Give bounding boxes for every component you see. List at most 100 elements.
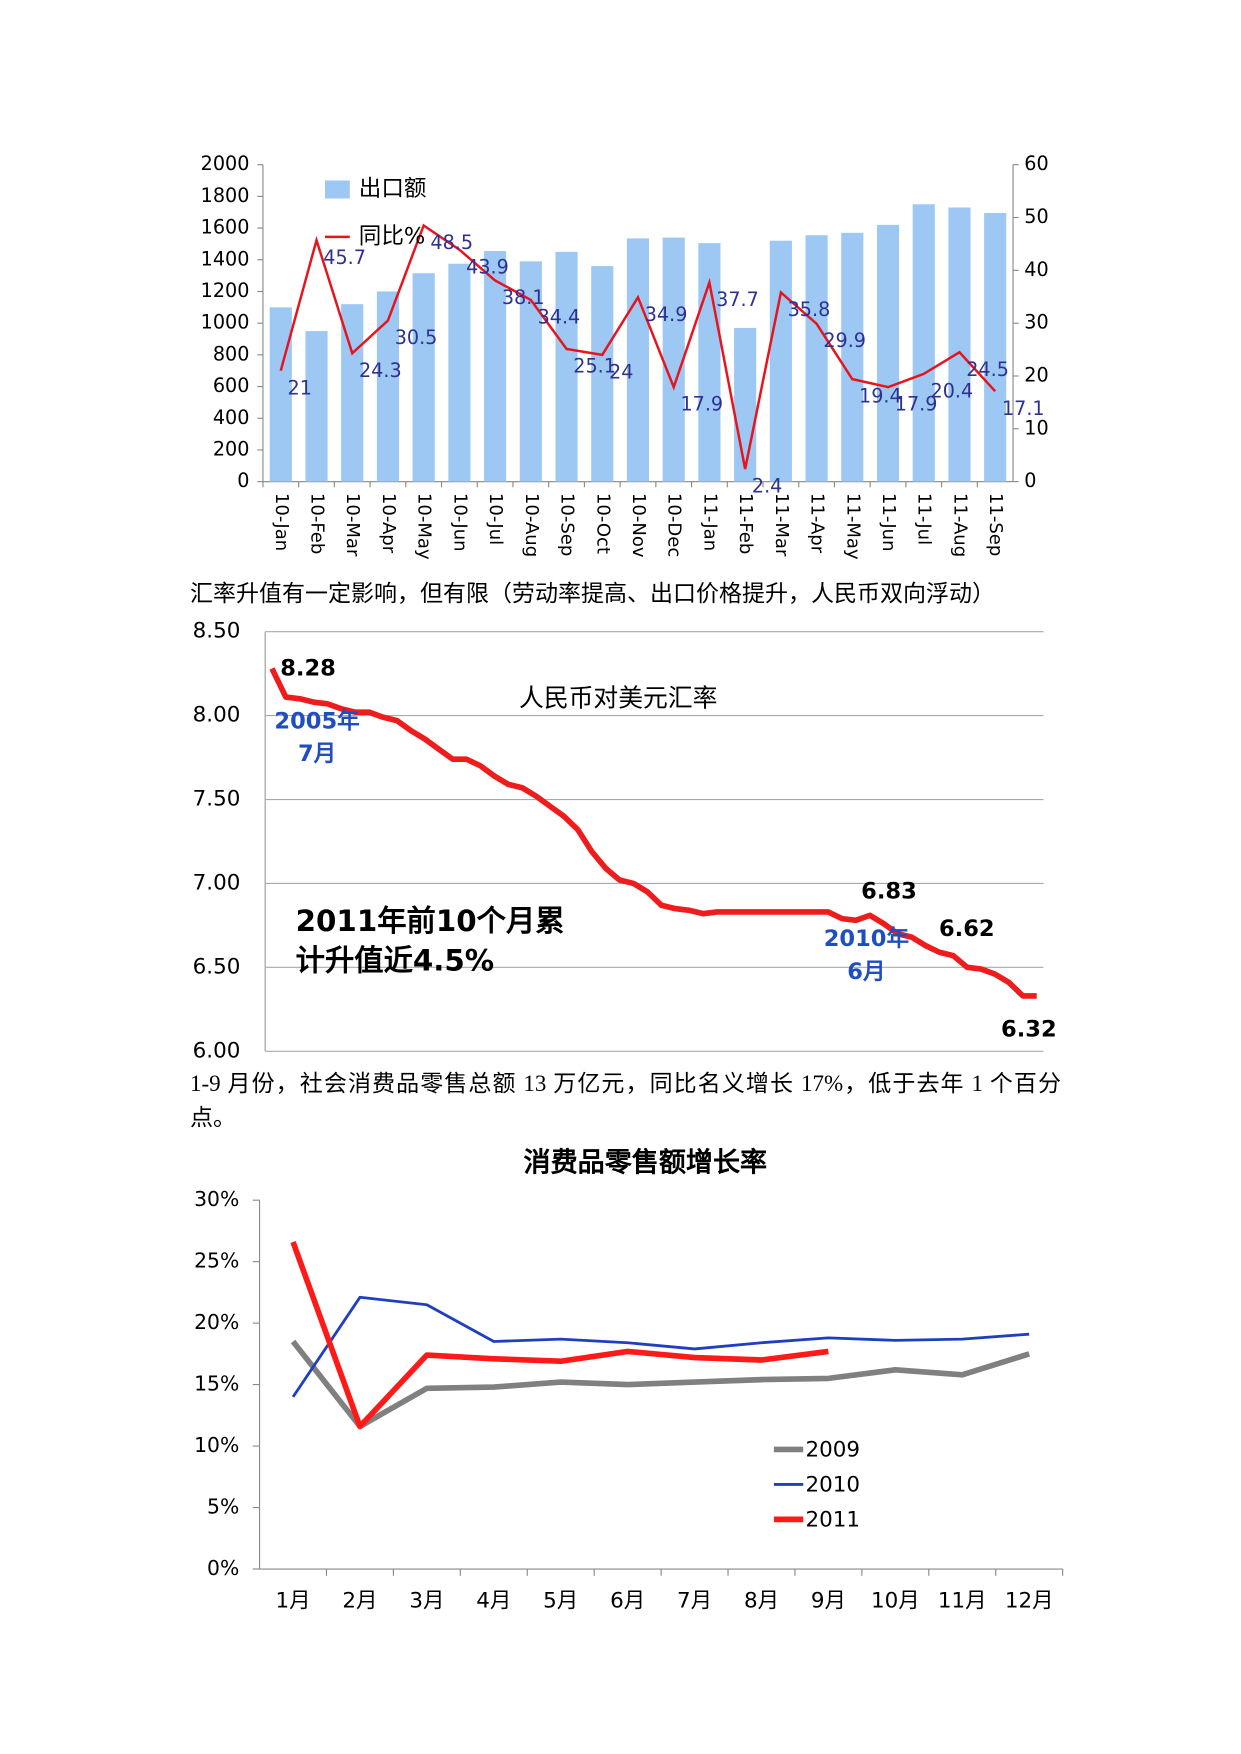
y2-tick-label: 40 (1024, 258, 1048, 281)
data-label: 17.9 (895, 393, 938, 416)
line (290, 1339, 1031, 1430)
x-tick-label: 11-Feb (735, 493, 756, 554)
y-tick-label: 7.00 (193, 870, 241, 895)
data-label: 25.1 (573, 355, 616, 378)
annotation: 2011年前10个月累 (296, 904, 565, 938)
bar (555, 251, 578, 482)
x-tick-label: 2月 (342, 1589, 377, 1614)
line (279, 223, 997, 470)
annotation: 6月 (847, 959, 885, 985)
bar (948, 207, 971, 482)
x-tick-label: 10-Aug (521, 493, 542, 557)
y-tick-label: 20% (194, 1310, 239, 1334)
y2-tick-label: 20 (1024, 363, 1048, 386)
x-tick-label: 11-Mar (771, 493, 792, 557)
bar (734, 327, 757, 482)
data-label: 24 (609, 360, 633, 383)
y-tick-label: 1200 (201, 279, 250, 302)
y-tick-label: 5% (207, 1495, 239, 1519)
y-tick-label: 15% (194, 1372, 239, 1396)
y-tick-label: 25% (194, 1249, 239, 1273)
data-label: 29.9 (823, 329, 866, 352)
bar (412, 273, 435, 482)
y-tick-label: 2000 (201, 152, 250, 175)
bar (519, 261, 542, 482)
x-tick-label: 10月 (871, 1589, 920, 1614)
paragraph: 1-9 月份，社会消费品零售总额 13 万亿元，同比名义增长 17%，低于去年 … (190, 1071, 1061, 1130)
legend-label: 2011 (805, 1508, 860, 1533)
bar (448, 263, 471, 482)
x-tick-label: 11-Jun (878, 493, 899, 552)
x-tick-label: 11-Jan (699, 493, 720, 551)
data-label: 24.3 (359, 359, 402, 382)
bar (698, 243, 721, 482)
x-tick-label: 10-Jul (485, 493, 506, 545)
y-tick-label: 7.50 (193, 787, 241, 812)
x-tick-label: 10-Nov (628, 493, 649, 558)
data-label: 34.9 (645, 303, 688, 326)
data-label: 48.5 (430, 231, 473, 254)
data-label: 21 (288, 376, 312, 399)
data-label: 2.4 (752, 475, 782, 498)
x-tick-label: 7月 (677, 1589, 712, 1614)
data-label: 17.1 (1002, 397, 1045, 420)
data-label: 19.4 (859, 385, 902, 408)
x-tick-label: 11-Jul (914, 493, 935, 545)
annotation: 7月 (298, 741, 336, 767)
annotation: 6.32 (1001, 1016, 1057, 1042)
x-tick-label: 12月 (1005, 1589, 1054, 1614)
y-tick-label: 6.00 (193, 1038, 241, 1063)
data-label: 43.9 (466, 255, 509, 278)
line (269, 667, 1037, 999)
x-tick-label: 6月 (610, 1589, 645, 1614)
x-tick-label: 9月 (811, 1589, 846, 1614)
x-tick-label: 8月 (744, 1589, 779, 1614)
y2-tick-label: 50 (1024, 205, 1048, 228)
y-tick-label: 8.00 (193, 703, 241, 728)
annotation: 8.28 (280, 655, 336, 681)
x-tick-label: 10-Feb (307, 493, 328, 554)
y-tick-label: 1600 (201, 216, 250, 239)
y-tick-label: 30% (194, 1187, 239, 1211)
y-tick-label: 0 (237, 469, 249, 492)
y-tick-label: 10% (194, 1433, 239, 1457)
paragraph: 汇率升值有一定影响，但有限（劳动率提高、出口价格提升，人民币双向浮动） (190, 581, 995, 606)
annotation: 6.62 (939, 916, 995, 942)
y-tick-label: 200 (213, 437, 250, 460)
bar (769, 240, 792, 482)
y-tick-label: 8.50 (193, 619, 241, 644)
data-label: 20.4 (931, 379, 974, 402)
x-tick-label: 11-Aug (949, 493, 970, 557)
x-tick-label: 11-Sep (985, 493, 1006, 556)
bar (591, 266, 614, 482)
bar (912, 204, 935, 482)
x-tick-label: 10-Jun (449, 493, 470, 552)
y2-tick-label: 60 (1024, 152, 1048, 175)
annotation: 2005年 (274, 707, 359, 734)
y-tick-label: 1400 (201, 247, 250, 270)
x-tick-label: 11-May (842, 493, 863, 560)
legend-swatch (324, 180, 350, 199)
x-tick-label: 10-May (414, 493, 435, 560)
data-label: 17.9 (680, 393, 723, 416)
bar (984, 213, 1007, 482)
y-tick-label: 1000 (201, 311, 250, 334)
y-tick-label: 400 (213, 406, 250, 429)
y-tick-label: 800 (213, 342, 250, 365)
x-tick-label: 10-Sep (557, 493, 578, 556)
data-label: 30.5 (395, 326, 438, 349)
x-tick-label: 10-Dec (664, 493, 685, 557)
bar (841, 232, 864, 482)
x-tick-label: 10-Jan (271, 493, 292, 551)
x-tick-label: 1月 (275, 1589, 310, 1614)
legend-label: 出口额 (359, 176, 427, 202)
bar (876, 224, 900, 482)
bar (305, 331, 328, 482)
y-tick-label: 600 (213, 374, 250, 397)
data-label: 38.1 (502, 286, 545, 309)
y2-tick-label: 30 (1024, 311, 1048, 334)
x-tick-label: 11-Apr (807, 493, 828, 554)
data-label: 45.7 (323, 246, 366, 269)
data-label: 24.5 (966, 358, 1009, 381)
